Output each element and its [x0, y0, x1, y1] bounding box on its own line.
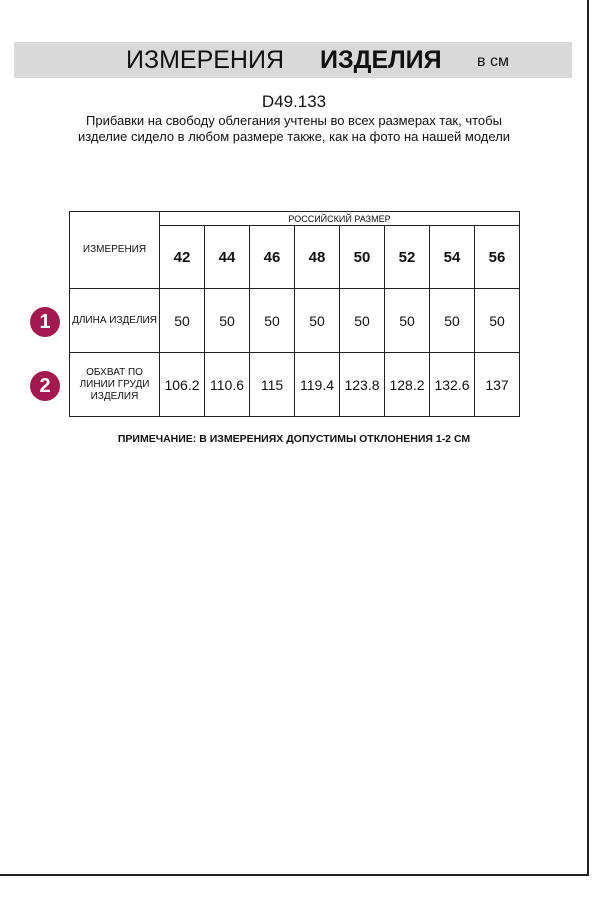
- sizes-row: 42 44 46 48 50 52 54 56: [70, 225, 520, 289]
- description: Прибавки на свободу облегания учтены во …: [77, 113, 511, 144]
- size-table: ИЗМЕРЕНИЯ РОССИЙСКИЙ РАЗМЕР 42 44 46 48 50 52…: [69, 211, 520, 417]
- value-cell: 123.8: [339, 352, 385, 417]
- row-label: ДЛИНА ИЗДЕЛИЯ: [69, 288, 160, 353]
- title-item: ИЗДЕЛИЯ: [320, 46, 442, 74]
- size-cell: 52: [384, 225, 430, 289]
- size-cell: 56: [474, 225, 520, 289]
- value-cell: 119.4: [294, 352, 340, 417]
- value-cell: 50: [339, 288, 385, 353]
- value-cell: 50: [159, 288, 205, 353]
- value-cell: 132.6: [429, 352, 475, 417]
- page-border-bottom: [0, 874, 589, 876]
- title-band: [14, 42, 572, 78]
- size-cell: 48: [294, 225, 340, 289]
- badge-1: 1: [30, 307, 60, 337]
- title-measurements: ИЗМЕРЕНИЯ: [126, 46, 284, 74]
- value-cell: 115: [249, 352, 295, 417]
- note: ПРИМЕЧАНИЕ: В ИЗМЕРЕНИЯХ ДОПУСТИМЫ ОТКЛО…: [117, 433, 471, 445]
- value-cell: 50: [294, 288, 340, 353]
- corner-label: ИЗМЕРЕНИЯ: [69, 211, 160, 289]
- value-cell: 50: [384, 288, 430, 353]
- size-cell: 44: [204, 225, 250, 289]
- table-row: ОБХВАТ ПО ЛИНИИ ГРУДИ ИЗДЕЛИЯ 106.2 110.6…: [69, 352, 520, 417]
- value-cell: 137: [474, 352, 520, 417]
- value-cell: 50: [474, 288, 520, 353]
- size-cell: 54: [429, 225, 475, 289]
- article-code: D49.133: [261, 92, 327, 111]
- size-cell: 50: [339, 225, 385, 289]
- value-cell: 106.2: [159, 352, 205, 417]
- value-cell: 50: [249, 288, 295, 353]
- value-cell: 110.6: [204, 352, 250, 417]
- badge-2: 2: [30, 371, 60, 401]
- size-header: РОССИЙСКИЙ РАЗМЕР: [159, 211, 520, 226]
- value-cell: 128.2: [384, 352, 430, 417]
- page-border-right: [587, 0, 589, 876]
- value-cell: 50: [204, 288, 250, 353]
- size-cell: 42: [159, 225, 205, 289]
- title-unit: в см: [477, 53, 509, 70]
- size-cell: 46: [249, 225, 295, 289]
- row-label: ОБХВАТ ПО ЛИНИИ ГРУДИ ИЗДЕЛИЯ: [69, 352, 160, 417]
- table-row: ДЛИНА ИЗДЕЛИЯ 50 50 50 50 50 50 50 50: [69, 288, 520, 353]
- value-cell: 50: [429, 288, 475, 353]
